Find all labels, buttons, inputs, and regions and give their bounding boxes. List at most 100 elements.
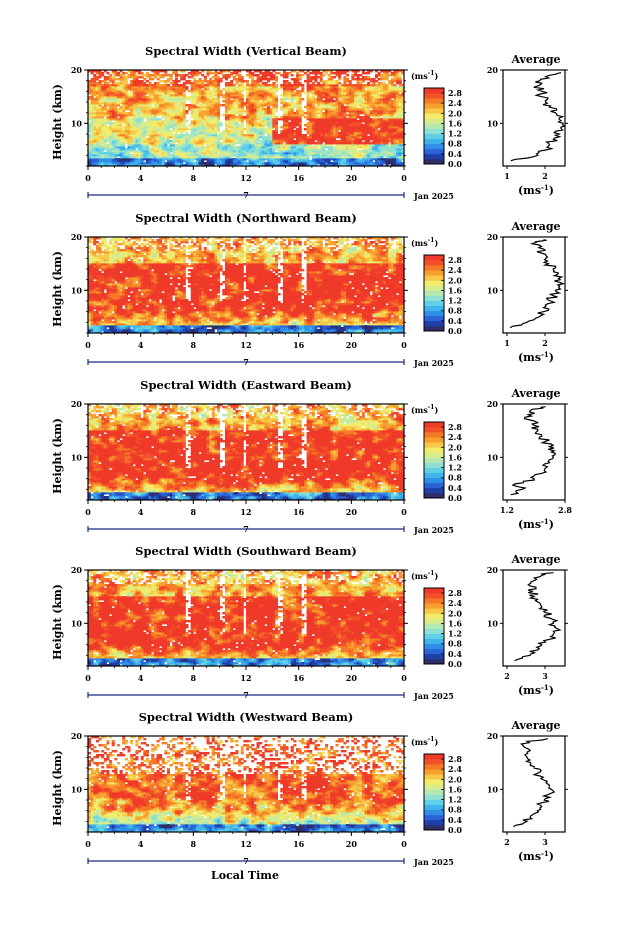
heatmap-cell [156, 118, 159, 120]
heatmap-cell [159, 74, 162, 76]
heatmap-cell [146, 96, 149, 98]
heatmap-cell [141, 80, 144, 82]
heatmap-cell [128, 92, 131, 94]
heatmap-cell [167, 74, 170, 76]
heatmap-cell [167, 84, 170, 86]
heatmap-cell [146, 72, 149, 74]
heatmap-cell [167, 78, 170, 80]
heatmap-cell [112, 122, 115, 124]
heatmap-cell [109, 84, 112, 86]
heatmap-cell [164, 80, 167, 82]
heatmap-cell [104, 118, 107, 120]
heatmap-cell [178, 74, 181, 76]
heatmap-cell [120, 74, 123, 76]
heatmap-cell [151, 78, 154, 80]
heatmap-cell [141, 72, 144, 74]
heatmap-cell [170, 82, 173, 84]
heatmap-cell [146, 80, 149, 82]
heatmap-cell [138, 80, 141, 82]
heatmap-cell [130, 94, 133, 96]
heatmap-cell [93, 98, 96, 100]
heatmap-cell [106, 126, 109, 128]
heatmap-cell [128, 112, 131, 114]
heatmap-cells [88, 70, 404, 166]
heatmap-cell [138, 76, 141, 78]
heatmap-cell [178, 134, 181, 136]
heatmap-cell [101, 72, 104, 74]
heatmap-cell [125, 112, 128, 114]
heatmap-cell [114, 78, 117, 80]
heatmap-cell [143, 122, 146, 124]
heatmap-cell [143, 74, 146, 76]
heatmap-cell [106, 144, 109, 146]
heatmap-cell [146, 138, 149, 140]
heatmap-cell [175, 144, 178, 146]
heatmap-cell [96, 76, 99, 78]
heatmap-cell [149, 148, 152, 150]
heatmap-cell [162, 80, 165, 82]
heatmap-cell [172, 80, 175, 82]
heatmap-cell [104, 152, 107, 154]
heatmap-cell [170, 140, 173, 142]
heatmap-cell [125, 148, 128, 150]
heatmap-cell [101, 84, 104, 86]
heatmap-cell [128, 84, 131, 86]
heatmap-cell [125, 72, 128, 74]
heatmap-cell [170, 130, 173, 132]
heatmap-cell [151, 84, 154, 86]
heatmap-cell [122, 72, 125, 74]
heatmap-cell [180, 84, 183, 86]
heatmap-cell [106, 108, 109, 110]
heatmap-cell [143, 82, 146, 84]
heatmap-cell [106, 76, 109, 78]
heatmap-cell [101, 106, 104, 108]
heatmap-cell [130, 154, 133, 156]
heatmap-cell [109, 74, 112, 76]
heatmap-cell [96, 82, 99, 84]
heatmap-cell [128, 74, 131, 76]
heatmap-cell [162, 120, 165, 122]
heatmap-cell [170, 86, 173, 88]
heatmap-cell [172, 134, 175, 136]
heatmap-cell [120, 106, 123, 108]
heatmap-cell [180, 74, 183, 76]
heatmap-cell [130, 118, 133, 120]
heatmap-cell [101, 80, 104, 82]
heatmap-cell [151, 74, 154, 76]
heatmap-cell [178, 84, 181, 86]
heatmap-cell [117, 118, 120, 120]
heatmap-cell [178, 80, 181, 82]
heatmap-cell [130, 80, 133, 82]
heatmap-cell [151, 106, 154, 108]
heatmap-cell [106, 72, 109, 74]
heatmap-cell [170, 154, 173, 156]
heatmap-cell [122, 126, 125, 128]
heatmap-cell [117, 158, 120, 160]
heatmap-cell [93, 74, 96, 76]
heatmap-cell [154, 82, 157, 84]
heatmap-cell [117, 72, 120, 74]
heatmap-cell [91, 78, 94, 80]
heatmap-cell [149, 74, 152, 76]
heatmap-cell [162, 74, 165, 76]
heatmap-cell [135, 74, 138, 76]
heatmap-cell [170, 74, 173, 76]
heatmap-cell [156, 82, 159, 84]
heatmap-cell [149, 82, 152, 84]
heatmap-cell [146, 84, 149, 86]
heatmap-cell [159, 84, 162, 86]
heatmap-cell [99, 80, 102, 82]
heatmap-cell [143, 162, 146, 164]
heatmap-cell [117, 78, 120, 80]
heatmap-cell [112, 76, 115, 78]
heatmap-cell [162, 84, 165, 86]
heatmap-cell [104, 76, 107, 78]
heatmap-cell [143, 78, 146, 80]
heatmap-cell [114, 82, 117, 84]
heatmap-cell [125, 76, 128, 78]
panel-title: Spectral Width (Vertical Beam) [145, 44, 347, 58]
heatmap-cell [159, 80, 162, 82]
heatmap-cell [167, 146, 170, 148]
heatmap-cell [117, 82, 120, 84]
